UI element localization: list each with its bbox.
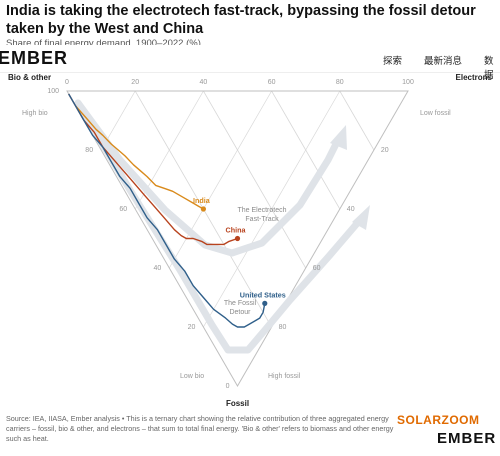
series-line-united-states: [68, 93, 266, 328]
left-tick-label: 20: [188, 324, 196, 331]
right-tick-label: 80: [279, 324, 287, 331]
top-tick-label: 60: [268, 79, 276, 86]
series-line-china: [68, 93, 238, 246]
axis-label-fossil: Fossil: [226, 399, 249, 408]
corner-note-low-fossil: Low fossil: [420, 110, 451, 117]
grid-line-electrons: [271, 90, 341, 210]
left-tick-label: 100: [47, 88, 59, 95]
corner-note-high-fossil: High fossil: [268, 373, 301, 380]
left-tick-label: 80: [85, 147, 93, 154]
axis-label-bio: Bio & other: [8, 73, 51, 82]
right-tick-label: 20: [381, 147, 389, 154]
fossil-detour-arrow: [74, 99, 364, 354]
corner-note-high-bio: High bio: [22, 110, 48, 117]
left-tick-label: 60: [119, 206, 127, 213]
annotation-electrotech: The Electrotech Fast-Track: [237, 207, 286, 223]
nav-item-news[interactable]: 最新消息: [424, 56, 463, 67]
left-tick-label: 0: [226, 383, 230, 390]
top-tick-label: 0: [65, 79, 69, 86]
nav-item-explore[interactable]: 探索: [383, 56, 403, 67]
annotation-fossil-detour: The Fossil Detour: [224, 300, 257, 316]
top-tick-label: 20: [131, 79, 139, 86]
top-tick-label: 40: [200, 79, 208, 86]
right-tick-label: 40: [347, 206, 355, 213]
nav-item-data[interactable]: 数据: [484, 56, 494, 81]
series-endpoint-united-states: [262, 300, 268, 306]
series-endpoint-india: [200, 206, 206, 212]
watermark-text: SOLARZOOM: [397, 413, 480, 427]
grid-line-fossil: [203, 90, 307, 269]
series-label-united-states: United States: [240, 290, 286, 299]
chart-title: India is taking the electrotech fast-tra…: [6, 3, 476, 37]
corner-note-low-bio: Low bio: [180, 373, 204, 380]
series-line-india: [74, 105, 204, 210]
left-tick-label: 40: [154, 265, 162, 272]
top-tick-label: 80: [336, 79, 344, 86]
grid-line-electrons: [339, 90, 375, 151]
top-navbar: EMBER 探索 最新消息 数据: [0, 45, 500, 81]
axis-label-electrons: Electrons: [456, 73, 493, 82]
series-label-china: China: [226, 226, 247, 235]
series-endpoint-china: [234, 235, 241, 242]
electrotech-arrowhead: [330, 125, 347, 150]
source-note: Source: IEA, IIASA, Ember analysis • Thi…: [6, 414, 394, 443]
series-label-india: India: [193, 196, 211, 205]
ember-logo[interactable]: EMBER: [0, 48, 69, 68]
top-tick-label: 100: [402, 79, 414, 86]
chart-subtitle: Share of final energy demand, 1900–2022 …: [6, 38, 201, 49]
electrotech-arrow: [74, 99, 342, 257]
triangle-outline: [66, 90, 409, 387]
right-tick-label: 60: [313, 265, 321, 272]
footer-logo: EMBER: [437, 430, 497, 447]
fossil-detour-arrowhead: [352, 205, 370, 230]
